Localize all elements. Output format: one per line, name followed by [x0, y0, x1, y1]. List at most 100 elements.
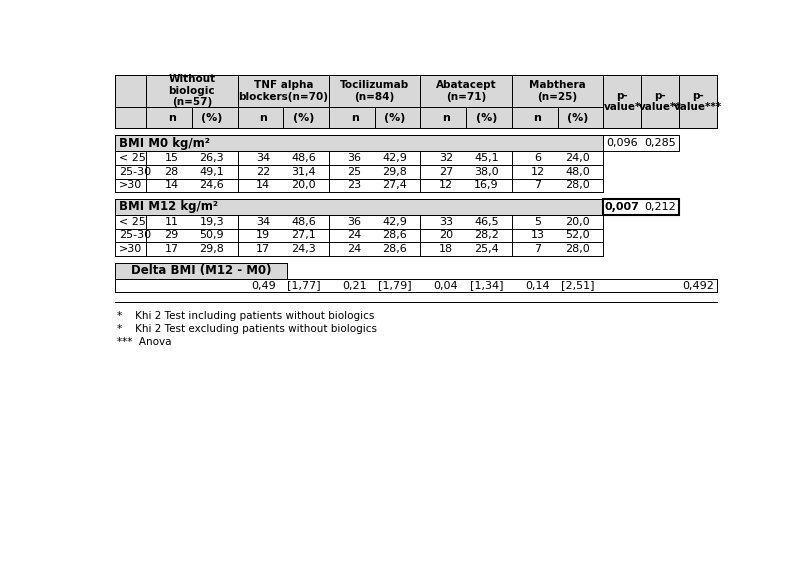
- Bar: [283, 107, 329, 128]
- Text: 0,04: 0,04: [434, 280, 459, 291]
- Text: >30: >30: [119, 245, 142, 254]
- Text: 38,0: 38,0: [474, 166, 498, 177]
- Text: 22: 22: [256, 166, 270, 177]
- Text: 0,14: 0,14: [525, 280, 550, 291]
- Text: 52,0: 52,0: [565, 230, 590, 241]
- Text: 50,9: 50,9: [200, 230, 224, 241]
- Text: 12: 12: [439, 181, 453, 190]
- Bar: [604, 75, 642, 128]
- Bar: [146, 75, 238, 107]
- Text: (%): (%): [384, 113, 405, 123]
- Bar: [115, 75, 146, 107]
- Bar: [557, 107, 604, 128]
- Text: 33: 33: [439, 217, 453, 227]
- Text: 0,096: 0,096: [607, 138, 638, 148]
- Text: 28,2: 28,2: [474, 230, 498, 241]
- Text: 19: 19: [256, 230, 270, 241]
- Text: 27,4: 27,4: [383, 181, 407, 190]
- Bar: [146, 107, 192, 128]
- Text: 16,9: 16,9: [474, 181, 498, 190]
- Bar: [512, 75, 604, 107]
- Text: BMI M0 kg/m²: BMI M0 kg/m²: [119, 137, 210, 149]
- Text: 17: 17: [164, 245, 179, 254]
- Text: 24,6: 24,6: [200, 181, 224, 190]
- Bar: [604, 136, 680, 151]
- Text: 24: 24: [347, 230, 362, 241]
- Text: 15: 15: [165, 153, 179, 162]
- Text: 27,1: 27,1: [291, 230, 316, 241]
- Text: 14: 14: [256, 181, 270, 190]
- Text: 14: 14: [164, 181, 179, 190]
- Text: Abatacept
(n=71): Abatacept (n=71): [436, 80, 497, 101]
- Text: 34: 34: [256, 217, 270, 227]
- Text: ***  Anova: *** Anova: [116, 337, 172, 347]
- Text: 0,492: 0,492: [682, 280, 714, 291]
- Text: < 25: < 25: [119, 153, 146, 162]
- Text: *    Khi 2 Test including patients without biologics: * Khi 2 Test including patients without …: [116, 311, 374, 321]
- Text: n: n: [442, 113, 450, 123]
- Text: 13: 13: [531, 230, 544, 241]
- Text: 28,6: 28,6: [383, 245, 407, 254]
- Bar: [115, 136, 604, 151]
- Text: 20: 20: [439, 230, 453, 241]
- Text: 25-30: 25-30: [119, 166, 151, 177]
- Bar: [375, 107, 421, 128]
- Bar: [329, 107, 375, 128]
- Bar: [421, 75, 512, 107]
- Bar: [115, 200, 604, 215]
- Text: 0,49: 0,49: [251, 280, 276, 291]
- Text: 23: 23: [348, 181, 362, 190]
- Bar: [192, 107, 238, 128]
- Text: 25,4: 25,4: [474, 245, 498, 254]
- Text: TNF alpha
blockers(n=70): TNF alpha blockers(n=70): [238, 80, 328, 101]
- Text: p-
value**: p- value**: [639, 91, 682, 112]
- Text: 29,8: 29,8: [200, 245, 224, 254]
- Text: 17: 17: [256, 245, 270, 254]
- Text: 29: 29: [164, 230, 179, 241]
- Text: 32: 32: [439, 153, 453, 162]
- Text: Mabthera
(n=25): Mabthera (n=25): [529, 80, 586, 101]
- Text: 20,0: 20,0: [291, 181, 316, 190]
- Text: 25: 25: [348, 166, 362, 177]
- Bar: [115, 107, 146, 128]
- Text: 46,5: 46,5: [474, 217, 498, 227]
- Text: 28,6: 28,6: [383, 230, 407, 241]
- Text: n: n: [259, 113, 267, 123]
- Bar: [238, 75, 329, 107]
- Text: [1,79]: [1,79]: [378, 280, 412, 291]
- Text: 34: 34: [256, 153, 270, 162]
- Text: 24,0: 24,0: [565, 153, 590, 162]
- Text: < 25: < 25: [119, 217, 146, 227]
- Text: n: n: [350, 113, 358, 123]
- Text: 0,007: 0,007: [605, 202, 640, 212]
- Text: 12: 12: [531, 166, 544, 177]
- Bar: [421, 107, 466, 128]
- Bar: [238, 107, 283, 128]
- Text: >30: >30: [119, 181, 142, 190]
- Text: (%): (%): [293, 113, 314, 123]
- Text: 48,6: 48,6: [291, 217, 316, 227]
- Text: 29,8: 29,8: [383, 166, 407, 177]
- Text: Without
biologic
(n=57): Without biologic (n=57): [168, 74, 215, 107]
- Text: (%): (%): [201, 113, 222, 123]
- Text: Tocilizumab
(n=84): Tocilizumab (n=84): [340, 80, 409, 101]
- Text: [1,34]: [1,34]: [469, 280, 503, 291]
- Text: 7: 7: [534, 181, 541, 190]
- Text: Delta BMI (M12 - M0): Delta BMI (M12 - M0): [131, 264, 271, 278]
- Text: p-
value*: p- value*: [604, 91, 641, 112]
- Text: 45,1: 45,1: [474, 153, 498, 162]
- Text: 6: 6: [534, 153, 541, 162]
- Bar: [329, 75, 421, 107]
- Text: 28,0: 28,0: [565, 245, 590, 254]
- Text: 27: 27: [439, 166, 453, 177]
- Text: n: n: [167, 113, 176, 123]
- Text: 11: 11: [165, 217, 179, 227]
- Text: 0,21: 0,21: [342, 280, 367, 291]
- Text: 28,0: 28,0: [565, 181, 590, 190]
- Text: 28: 28: [164, 166, 179, 177]
- Text: 0,285: 0,285: [645, 138, 676, 148]
- Text: 26,3: 26,3: [200, 153, 224, 162]
- Text: [2,51]: [2,51]: [561, 280, 595, 291]
- Bar: [512, 107, 557, 128]
- Text: 25-30: 25-30: [119, 230, 151, 241]
